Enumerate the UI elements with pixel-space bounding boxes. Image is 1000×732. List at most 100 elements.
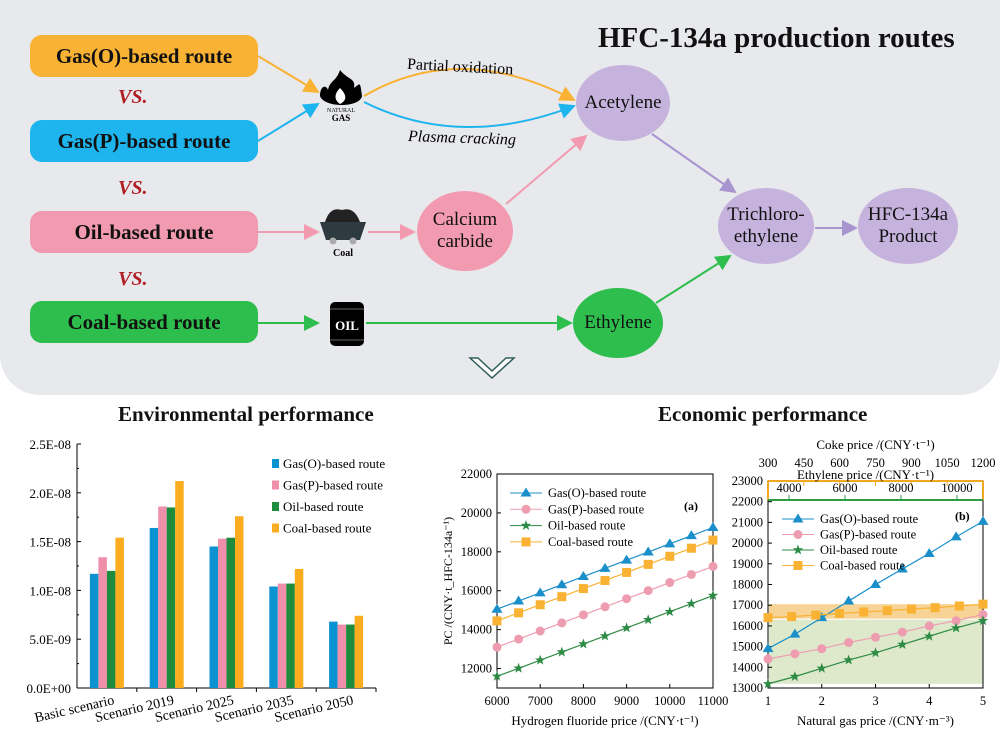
environmental-title: Environmental performance <box>118 402 374 426</box>
arrow-carbide-to-acetylene <box>505 134 588 205</box>
data-point <box>599 562 611 572</box>
bar <box>106 570 116 688</box>
node-label: Acetylene <box>584 92 662 113</box>
legend-label: Oil-based route <box>820 543 898 557</box>
node-label: ethylene <box>733 226 799 247</box>
arrow-gaso-to-gas <box>257 55 320 94</box>
x-tick-label: Scenario 2019 <box>94 693 176 726</box>
legend-marker <box>793 530 803 539</box>
data-point <box>665 551 675 561</box>
data-point <box>923 547 935 557</box>
y-tick-label: 20000 <box>461 506 492 520</box>
arrow-gasp-to-gas <box>257 102 320 142</box>
y-tick-label: 17000 <box>732 598 763 612</box>
bar <box>277 583 287 688</box>
data-point <box>535 600 545 610</box>
coke-axis-label: Coke price /(CNY·t⁻¹) <box>816 437 934 452</box>
coke-tick-label: 750 <box>866 456 885 470</box>
ethylene-tick-label: 4000 <box>776 481 801 495</box>
series-line <box>767 620 984 685</box>
data-point <box>843 654 854 665</box>
data-point <box>557 618 567 628</box>
environmental-bar-chart: 0.0E+00 5.0E-09 1.0E-08 1.5E-08 2.0E-08 2.5E-… <box>26 437 385 726</box>
route-coal: Coal-based route <box>30 301 258 343</box>
legend-marker <box>793 561 803 570</box>
x-axis-label: Natural gas price /(CNY·m⁻³) <box>797 713 954 728</box>
x-tick-label: Scenario 2050 <box>273 693 355 726</box>
y-tick-label: 19000 <box>732 557 763 571</box>
data-point <box>708 561 718 571</box>
y-tick-label: 13000 <box>732 681 763 695</box>
arrow-partial-oxidation <box>363 68 576 101</box>
bar <box>218 538 227 688</box>
vs-label: VS. <box>118 268 148 290</box>
legend-label: Oil-based route <box>283 499 364 514</box>
y-tick-label: 21000 <box>732 515 763 529</box>
data-point <box>897 639 908 649</box>
data-point <box>600 576 610 586</box>
data-point <box>950 531 962 541</box>
x-tick-label: 9000 <box>614 694 639 708</box>
data-point <box>924 621 934 631</box>
data-point <box>535 654 546 665</box>
bar <box>226 537 235 688</box>
legend-label: Coal-based route <box>820 559 905 573</box>
y-tick-label: 0.0E+00 <box>26 681 71 696</box>
legend-swatch <box>272 523 279 533</box>
legend-label: Coal-based route <box>548 535 633 549</box>
legend-label: Oil-based route <box>548 519 626 533</box>
data-point <box>577 571 589 581</box>
node-trichloroethylene: Trichloro-ethylene <box>718 188 814 264</box>
x-tick-label: Scenario 2035 <box>213 693 295 726</box>
svg-text:Coal: Coal <box>333 248 353 259</box>
coke-tick-label: 1200 <box>971 456 996 470</box>
plot-frame <box>496 473 714 689</box>
economic-title: Economic performance <box>658 402 868 426</box>
data-point <box>707 590 719 600</box>
edge-label-partial-oxidation: Partial oxidation <box>407 56 514 79</box>
data-point <box>951 616 961 626</box>
y-tick-label: 14000 <box>732 660 763 674</box>
data-point <box>978 599 988 609</box>
x-tick-label: 7000 <box>528 694 553 708</box>
data-point <box>907 604 917 614</box>
svg-text:GAS: GAS <box>332 113 351 123</box>
legend-label: Gas(O)-based route <box>548 486 647 500</box>
legend-marker <box>520 487 532 497</box>
data-point <box>977 515 989 525</box>
bar <box>166 507 176 688</box>
bar <box>269 586 278 688</box>
legend-swatch <box>272 480 279 490</box>
node-label: Ethylene <box>584 312 652 333</box>
legend-marker <box>521 504 531 514</box>
y-tick-label: 16000 <box>732 619 763 633</box>
coke-tick-label: 600 <box>830 456 849 470</box>
bar <box>286 583 295 688</box>
ethylene-tick-label: 6000 <box>832 481 857 495</box>
node-ethylene: Ethylene <box>573 288 663 358</box>
data-point <box>557 592 567 602</box>
arrow-acetylene-to-tce <box>651 133 737 194</box>
data-point <box>514 608 524 618</box>
data-point <box>685 530 697 540</box>
y-tick-label: 18000 <box>732 578 763 592</box>
data-point <box>789 628 801 638</box>
data-point <box>578 610 588 620</box>
data-point <box>492 616 502 626</box>
y-tick-label: 22000 <box>461 467 492 481</box>
series-line <box>496 539 714 622</box>
legend-swatch <box>272 459 279 468</box>
data-point <box>534 587 546 597</box>
series-line <box>767 603 984 619</box>
panel-label: (b) <box>955 509 970 523</box>
y-tick-label: 22000 <box>732 495 763 509</box>
data-point <box>817 644 827 654</box>
ethylene-tick-label: 10000 <box>941 481 972 495</box>
legend-marker <box>520 520 532 530</box>
legend-swatch <box>272 502 279 511</box>
coal-range-band <box>769 604 983 619</box>
data-point <box>816 612 828 622</box>
data-point <box>556 646 567 657</box>
data-point <box>870 579 881 588</box>
coke-tick-label: 450 <box>794 456 813 470</box>
